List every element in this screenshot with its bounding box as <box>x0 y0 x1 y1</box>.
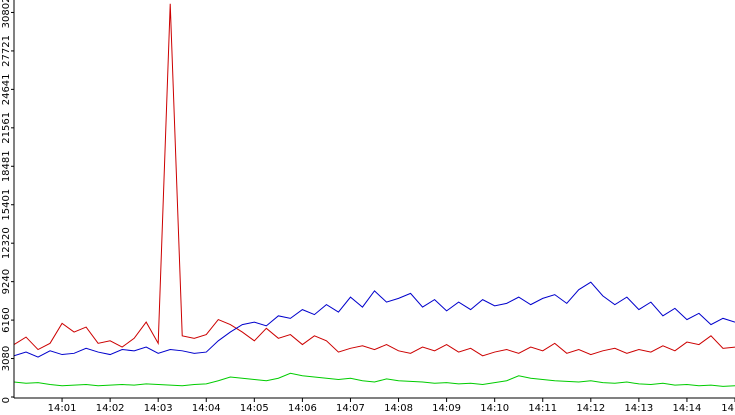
y-tick-label: 0 <box>1 397 12 403</box>
y-tick-label: 18481 <box>1 150 12 182</box>
x-tick-label: 14:03 <box>144 403 173 414</box>
y-tick-label: 15401 <box>1 189 12 221</box>
x-tick-label: 14:11 <box>528 403 557 414</box>
y-tick-label: 12320 <box>1 227 12 259</box>
x-tick-label: 14:10 <box>480 403 509 414</box>
x-tick-label: 14:14 <box>673 403 702 414</box>
series-line <box>14 281 735 358</box>
x-tick-label: 14:09 <box>432 403 461 414</box>
series-line <box>14 372 735 387</box>
y-tick-label: 3080 <box>1 346 12 371</box>
y-tick-label: 21561 <box>1 112 12 144</box>
y-tick-label: 30802 <box>1 0 12 28</box>
y-tick-label: 24641 <box>1 73 12 105</box>
plot-area <box>14 3 735 387</box>
x-tick-label: 14:12 <box>576 403 605 414</box>
x-tick-label: 14:07 <box>336 403 365 414</box>
y-tick-label: 9240 <box>1 269 12 294</box>
x-tick-label: 14:05 <box>240 403 269 414</box>
x-tick-label: 14 <box>721 403 734 414</box>
y-tick-label: 27721 <box>1 35 12 67</box>
x-tick-label: 14:08 <box>384 403 413 414</box>
series-line <box>14 3 735 357</box>
x-tick-label: 14:01 <box>48 403 77 414</box>
x-tick-label: 14:13 <box>624 403 653 414</box>
y-tick-label: 6160 <box>1 307 12 332</box>
x-tick-label: 14:04 <box>192 403 221 414</box>
x-tick-label: 14:06 <box>288 403 317 414</box>
x-tick-label: 14:02 <box>96 403 125 414</box>
